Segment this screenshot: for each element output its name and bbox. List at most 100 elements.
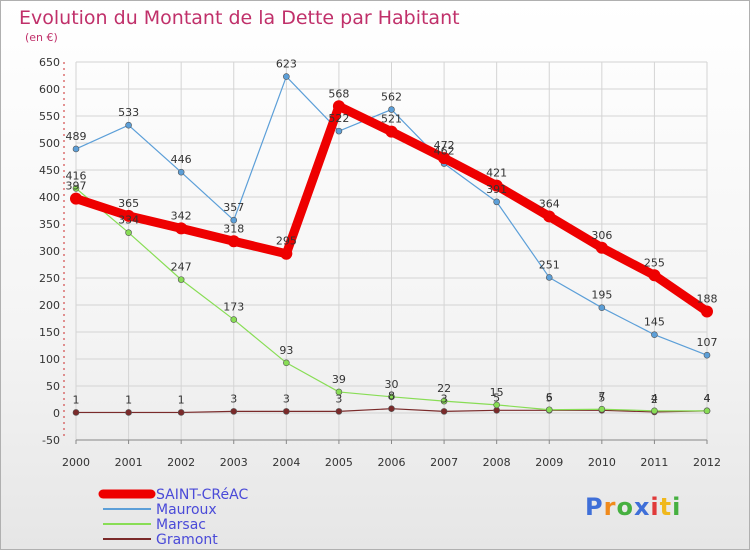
data-label: 4 xyxy=(651,392,658,405)
data-point xyxy=(703,407,711,415)
data-point xyxy=(648,269,661,282)
data-point xyxy=(122,209,135,222)
data-point xyxy=(72,409,80,416)
data-point xyxy=(335,127,343,135)
data-point xyxy=(545,406,553,414)
data-point xyxy=(598,304,606,312)
data-point xyxy=(125,229,132,236)
data-label: 357 xyxy=(223,201,244,214)
x-tick-label: 2002 xyxy=(167,456,195,469)
data-point xyxy=(493,401,500,409)
data-label: 5 xyxy=(546,391,553,404)
data-point xyxy=(125,121,132,129)
data-point xyxy=(595,241,608,254)
data-label: 342 xyxy=(171,209,192,222)
data-label: 3 xyxy=(230,392,237,405)
data-point xyxy=(388,405,395,412)
y-tick-label: 400 xyxy=(39,191,60,204)
x-tick-label: 2012 xyxy=(693,456,721,469)
data-label: 188 xyxy=(697,292,718,305)
x-tick-label: 2007 xyxy=(430,456,458,469)
y-tick-label: 500 xyxy=(39,137,60,150)
y-tick-label: 300 xyxy=(39,245,60,258)
proxiti-logo: Proxiti xyxy=(585,493,681,521)
data-point xyxy=(598,405,606,413)
data-point xyxy=(543,210,556,223)
data-label: 251 xyxy=(539,258,560,271)
legend-label: Gramont xyxy=(156,532,218,548)
x-tick-label: 2009 xyxy=(535,456,563,469)
data-point xyxy=(230,316,238,323)
data-label: 521 xyxy=(381,113,402,126)
data-label: 6 xyxy=(546,391,553,404)
data-label: 2 xyxy=(651,393,658,406)
data-label: 7 xyxy=(598,390,605,403)
data-point xyxy=(335,388,343,396)
series-lines xyxy=(70,73,713,416)
data-label: 472 xyxy=(434,139,455,152)
data-label: 522 xyxy=(328,112,349,125)
legend-label: SAINT-CRéAC xyxy=(156,487,248,503)
data-label: 623 xyxy=(276,58,297,71)
x-tick-label: 2010 xyxy=(588,456,616,469)
data-label: 1 xyxy=(178,393,185,406)
data-point xyxy=(70,192,82,205)
y-tick-label: 0 xyxy=(53,407,60,420)
data-point xyxy=(385,125,398,138)
data-label: 39 xyxy=(332,373,346,386)
data-point xyxy=(283,359,290,367)
data-labels: 3973653423182955685214724213643062551884… xyxy=(66,58,718,407)
data-point xyxy=(283,408,290,415)
data-label: 489 xyxy=(66,130,87,143)
y-tick-label: 150 xyxy=(39,326,60,339)
data-point xyxy=(332,100,345,113)
y-tick-label: 450 xyxy=(39,164,60,177)
data-label: 93 xyxy=(279,344,293,357)
x-tick-label: 2003 xyxy=(220,456,248,469)
axes: -50 0 50 100 150 200 250 300 350 400 450 500 550 600 6… xyxy=(39,56,721,469)
chart-subtitle: (en €) xyxy=(25,31,58,44)
data-point xyxy=(545,274,553,281)
data-label: 462 xyxy=(434,145,455,158)
data-point xyxy=(703,351,711,359)
data-point xyxy=(651,331,658,339)
logo-letter: x xyxy=(633,493,651,521)
logo-letter: t xyxy=(659,493,673,521)
data-point xyxy=(388,106,395,113)
data-label: 562 xyxy=(381,91,402,104)
logo-letter: r xyxy=(603,493,617,521)
y-tick-label: -50 xyxy=(42,434,60,447)
data-label: 145 xyxy=(644,316,665,329)
data-label: 446 xyxy=(171,153,192,166)
logo-letter: P xyxy=(585,493,604,521)
data-point xyxy=(177,276,185,283)
data-label: 3 xyxy=(441,392,448,405)
data-point xyxy=(438,152,451,165)
data-point xyxy=(227,235,240,248)
data-label: 3 xyxy=(283,392,290,405)
data-label: 5 xyxy=(598,391,605,404)
x-tick-label: 2011 xyxy=(640,456,668,469)
data-point xyxy=(335,408,343,415)
data-label: 30 xyxy=(385,378,399,391)
data-label: 568 xyxy=(328,87,349,100)
x-tick-label: 2006 xyxy=(378,456,406,469)
data-point xyxy=(230,216,238,224)
data-point xyxy=(490,179,503,192)
y-tick-label: 200 xyxy=(39,299,60,312)
data-label: 1 xyxy=(125,393,132,406)
logo-letter: i xyxy=(672,493,682,521)
data-point xyxy=(283,73,290,80)
x-tick-label: 2000 xyxy=(62,456,90,469)
data-point xyxy=(230,408,238,415)
data-point xyxy=(125,409,132,416)
data-label: 295 xyxy=(276,235,297,248)
data-label: 533 xyxy=(118,106,139,119)
data-label: 4 xyxy=(704,392,711,405)
data-point xyxy=(72,145,80,153)
data-label: 195 xyxy=(591,289,612,302)
data-label: 4 xyxy=(704,392,711,405)
chart-title: Evolution du Montant de la Dette par Hab… xyxy=(19,7,460,29)
